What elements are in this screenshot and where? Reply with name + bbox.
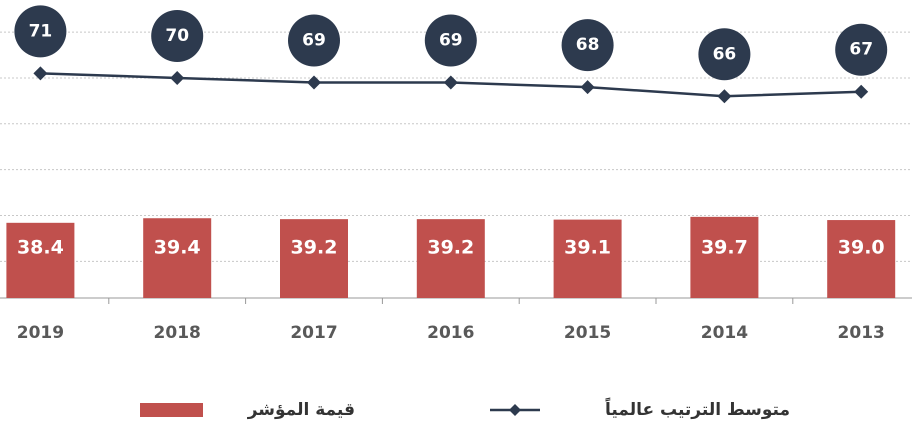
x-tick-label: 2013: [838, 323, 885, 343]
line-value-label: 66: [713, 44, 737, 64]
bar-value-label: 39.1: [564, 237, 611, 259]
bar: [827, 220, 896, 298]
line-value-label: 69: [302, 31, 326, 51]
x-tick-label: 2014: [701, 323, 748, 343]
bar: [690, 216, 759, 298]
line-marker: [33, 66, 48, 81]
bar-value-label: 38.4: [17, 237, 64, 259]
bar: [143, 218, 212, 298]
x-tick-label: 2019: [17, 323, 64, 343]
line-marker: [717, 89, 732, 104]
value-bubble: [424, 14, 477, 67]
value-bubble: [288, 14, 340, 67]
legend-label: متوسط الترتيب عالمياً: [605, 396, 790, 420]
line-marker: [170, 70, 185, 85]
bar: [553, 219, 622, 298]
bar-value-label: 39.0: [838, 237, 885, 259]
line-marker: [443, 75, 458, 90]
line-value-label: 68: [576, 35, 600, 55]
legend-swatch: [140, 403, 203, 417]
x-tick-label: 2018: [154, 323, 201, 343]
x-tick-label: 2016: [427, 323, 474, 343]
line-marker: [854, 84, 869, 99]
bar-value-label: 39.4: [154, 237, 201, 259]
bar-value-label: 39.2: [427, 237, 474, 259]
bar-value-label: 39.2: [291, 237, 338, 259]
bar-value-label: 39.7: [701, 237, 748, 259]
line-value-label: 69: [439, 31, 463, 51]
value-bubble: [561, 19, 614, 72]
value-bubble: [698, 28, 751, 81]
line-value-label: 70: [165, 26, 189, 46]
x-tick-label: 2015: [564, 323, 611, 343]
bar: [416, 219, 485, 298]
line-value-label: 71: [29, 21, 53, 41]
value-bubble: [151, 9, 204, 62]
line-marker: [307, 75, 321, 90]
bar: [280, 219, 348, 298]
legend-marker: [509, 404, 521, 416]
x-tick-label: 2017: [290, 323, 337, 343]
bar: [6, 222, 75, 298]
value-bubble: [835, 23, 888, 76]
legend-label: قيمة المؤشر: [247, 400, 355, 420]
line-value-label: 67: [849, 40, 873, 60]
value-bubble: [14, 5, 67, 58]
line-marker: [580, 80, 595, 95]
